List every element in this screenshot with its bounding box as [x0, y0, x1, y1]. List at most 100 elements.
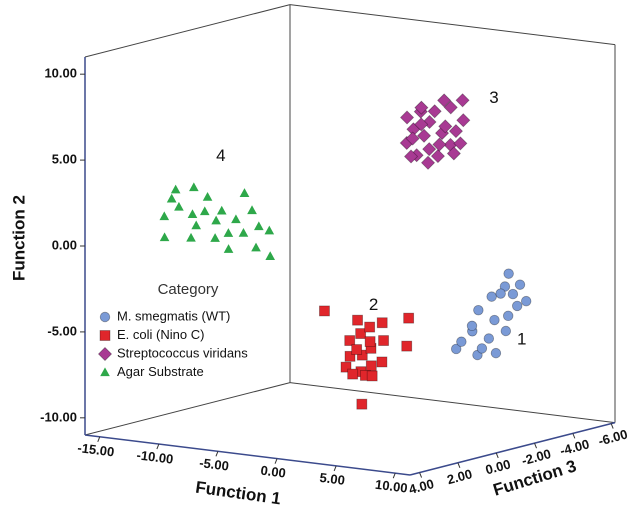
point — [521, 295, 532, 307]
point — [222, 226, 235, 238]
x-tick-label: -5.00 — [198, 455, 229, 474]
point — [158, 230, 171, 242]
point — [414, 117, 429, 132]
x-axis-line — [84, 434, 411, 476]
y-tick-label: -5.00 — [47, 323, 77, 338]
box-edge — [84, 382, 291, 436]
point — [198, 204, 211, 216]
z-tick — [495, 452, 499, 459]
y-tick-label: 5.00 — [52, 152, 77, 167]
point — [249, 240, 263, 253]
x-tick-label: 5.00 — [319, 470, 346, 488]
point — [422, 114, 437, 130]
point — [238, 186, 251, 198]
point — [319, 305, 330, 317]
point — [507, 288, 519, 300]
point — [455, 93, 470, 108]
point — [430, 149, 445, 164]
point — [352, 314, 363, 326]
x-tick-label: 0.00 — [260, 463, 287, 481]
legend-marker — [99, 330, 111, 341]
z-tick — [534, 442, 537, 449]
x-tick — [97, 436, 101, 443]
point — [453, 136, 468, 151]
point — [416, 128, 432, 143]
point — [344, 335, 356, 346]
point — [456, 336, 467, 347]
point — [450, 343, 462, 355]
point — [500, 325, 512, 337]
y-tick-label: -10.00 — [40, 409, 77, 424]
point — [356, 349, 368, 361]
z-tick — [419, 472, 423, 478]
point — [378, 335, 389, 346]
z-axis-line — [409, 421, 616, 476]
annotation: 3 — [489, 88, 498, 107]
z-tick-label: -6.00 — [597, 426, 630, 448]
point — [466, 320, 478, 332]
x-tick-label: 10.00 — [374, 477, 408, 496]
z-tick — [572, 433, 576, 439]
point — [208, 231, 222, 243]
point — [229, 212, 243, 224]
legend-title: Category — [158, 281, 219, 298]
point — [340, 361, 352, 373]
point — [184, 231, 198, 243]
point — [514, 279, 526, 290]
x-tick-label: -15.00 — [77, 440, 115, 459]
point — [190, 218, 203, 231]
box-edge — [289, 382, 616, 424]
point — [438, 119, 453, 134]
legend-marker — [98, 365, 112, 377]
z-tick-label: -2.00 — [520, 446, 553, 468]
point — [405, 131, 420, 146]
box-edge — [84, 4, 291, 58]
point — [158, 209, 171, 221]
point — [499, 281, 511, 292]
point — [437, 93, 452, 108]
point — [376, 317, 388, 329]
point — [483, 333, 495, 344]
x-tick-label: -10.00 — [136, 447, 174, 466]
point — [432, 137, 447, 152]
legend-label: M. smegmatis (WT) — [117, 308, 230, 323]
y-tick-label: 10.00 — [44, 66, 77, 81]
point — [490, 347, 502, 359]
box-edge — [289, 4, 616, 46]
legend-marker — [97, 346, 113, 362]
annotation: 1 — [517, 329, 526, 348]
point — [448, 124, 464, 139]
point — [456, 113, 471, 128]
point — [446, 146, 461, 161]
point — [252, 219, 266, 231]
x-tick — [156, 443, 160, 450]
point — [347, 368, 359, 380]
point — [476, 343, 488, 354]
point — [356, 398, 368, 410]
point — [511, 300, 523, 312]
point — [503, 268, 514, 279]
point — [420, 155, 436, 170]
y-tick-label: 0.00 — [52, 237, 77, 252]
point — [443, 100, 458, 115]
point — [422, 142, 437, 157]
point — [172, 200, 186, 212]
point — [364, 321, 376, 333]
point — [215, 204, 228, 216]
z-tick-label: 0.00 — [484, 456, 512, 477]
point — [222, 242, 235, 254]
legend-marker — [99, 311, 111, 323]
point — [414, 100, 429, 115]
z-tick-label: 4.00 — [407, 476, 435, 497]
point — [489, 314, 500, 326]
point — [364, 336, 376, 348]
point — [403, 149, 419, 164]
point — [209, 213, 223, 226]
point — [401, 340, 413, 352]
point — [486, 291, 497, 302]
z-tick — [610, 423, 614, 429]
point — [351, 344, 363, 355]
annotation: 4 — [216, 146, 225, 165]
point — [473, 304, 484, 316]
